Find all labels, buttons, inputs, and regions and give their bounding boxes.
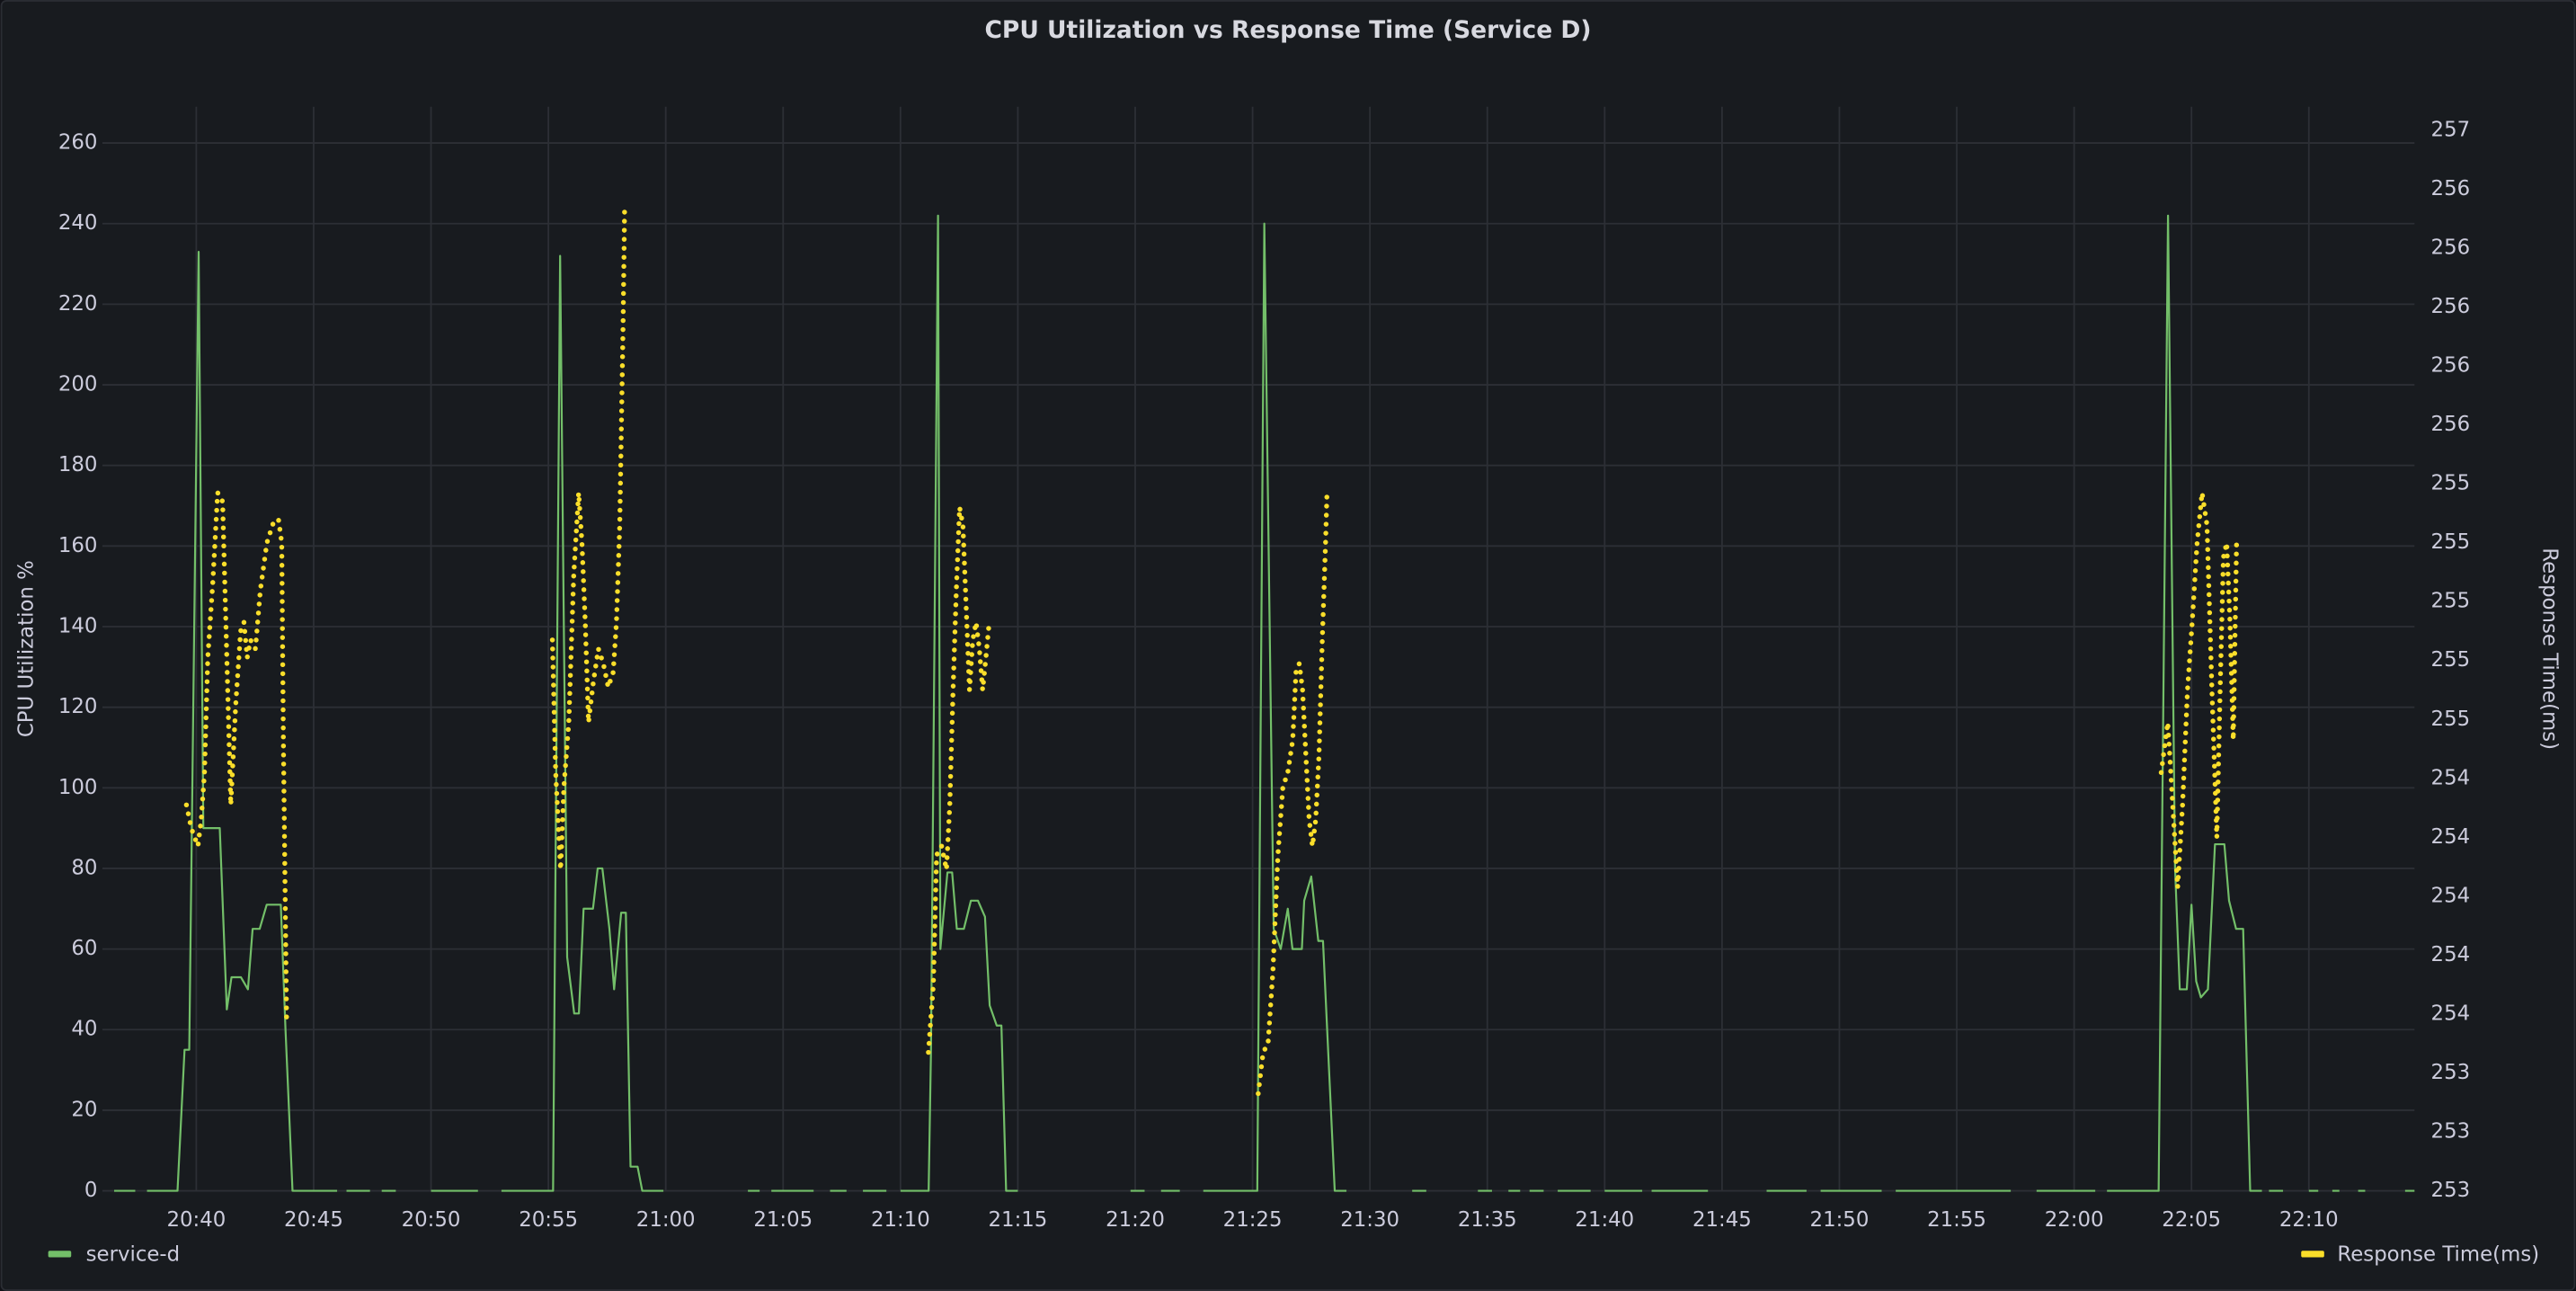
x-tick-label: 21:45 [1692,1208,1752,1232]
y2-tick-label: 253 [2431,1179,2471,1202]
y2-tick-label: 255 [2431,472,2471,495]
x-tick-label: 22:10 [2279,1208,2339,1232]
y2-tick-label: 253 [2431,1120,2471,1144]
y2-tick-label: 254 [2431,943,2471,966]
legend-label: service-d [86,1242,181,1266]
x-tick-label: 20:45 [284,1208,343,1232]
x-tick-label: 21:10 [871,1208,930,1232]
x-tick-label: 20:50 [402,1208,461,1232]
x-tick-label: 20:55 [519,1208,578,1232]
chart-title: CPU Utilization vs Response Time (Servic… [984,16,1591,44]
grid: 20:40 20:45 20:50 20:55 21:00 21:05 21:10 21:15… [58,106,2471,1232]
y-tick-label: 100 [58,776,98,799]
y2-tick-label: 256 [2431,236,2471,260]
y2-tick-label: 254 [2431,766,2471,789]
y2-tick-label: 255 [2431,590,2471,613]
legend-label: Response Time(ms) [2337,1242,2539,1266]
x-tick-label: 21:05 [753,1208,813,1232]
y2-tick-label: 253 [2431,1061,2471,1084]
x-tick-label: 21:50 [1810,1208,1870,1232]
y-tick-label: 80 [71,856,97,879]
y2-tick-label: 254 [2431,1002,2471,1025]
x-tick-label: 21:35 [1458,1208,1517,1232]
legend-swatch [48,1251,72,1258]
x-tick-label: 21:15 [989,1208,1048,1232]
y-tick-label: 60 [71,937,97,960]
plot [113,201,2418,1192]
y-tick-label: 160 [58,534,98,557]
x-tick-label: 20:40 [166,1208,226,1232]
x-tick-label: 21:30 [1340,1208,1399,1232]
y2-tick-label: 254 [2431,825,2471,849]
y2-tick-label: 254 [2431,884,2471,907]
y-tick-label: 200 [58,373,98,396]
y2-tick-label: 257 [2431,118,2471,141]
y2-tick-label: 256 [2431,354,2471,378]
x-tick-label: 22:05 [2162,1208,2221,1232]
series-points [183,201,2418,1097]
x-tick-label: 21:20 [1106,1208,1165,1232]
y2-tick-label: 255 [2431,530,2471,554]
y2-tick-label: 256 [2431,413,2471,436]
x-tick-label: 21:00 [636,1208,696,1232]
legend: service-d Response Time(ms) [48,1242,2539,1266]
y-tick-label: 0 [84,1179,98,1202]
x-tick-label: 21:25 [1223,1208,1283,1232]
y-tick-label: 240 [58,211,98,235]
y2-tick-label: 256 [2431,177,2471,200]
x-tick-label: 21:40 [1575,1208,1634,1232]
y-tick-label: 220 [58,292,98,316]
y2-tick-label: 255 [2431,708,2471,731]
x-tick-label: 21:55 [1927,1208,1986,1232]
y2-tick-label: 255 [2431,648,2471,672]
x-tick-label: 22:00 [2045,1208,2104,1232]
y-tick-label: 20 [71,1098,97,1121]
y-tick-label: 140 [58,614,98,637]
y-axis-title: CPU Utilization % [14,560,38,737]
y-tick-label: 260 [58,131,98,155]
y2-axis-title: Response Time(ms) [2538,548,2562,750]
y-tick-label: 120 [58,695,98,718]
y-tick-label: 180 [58,453,98,476]
legend-swatch [2301,1251,2324,1258]
y2-tick-label: 256 [2431,295,2471,318]
series-line [113,214,2415,1192]
y-tick-label: 40 [71,1018,97,1041]
